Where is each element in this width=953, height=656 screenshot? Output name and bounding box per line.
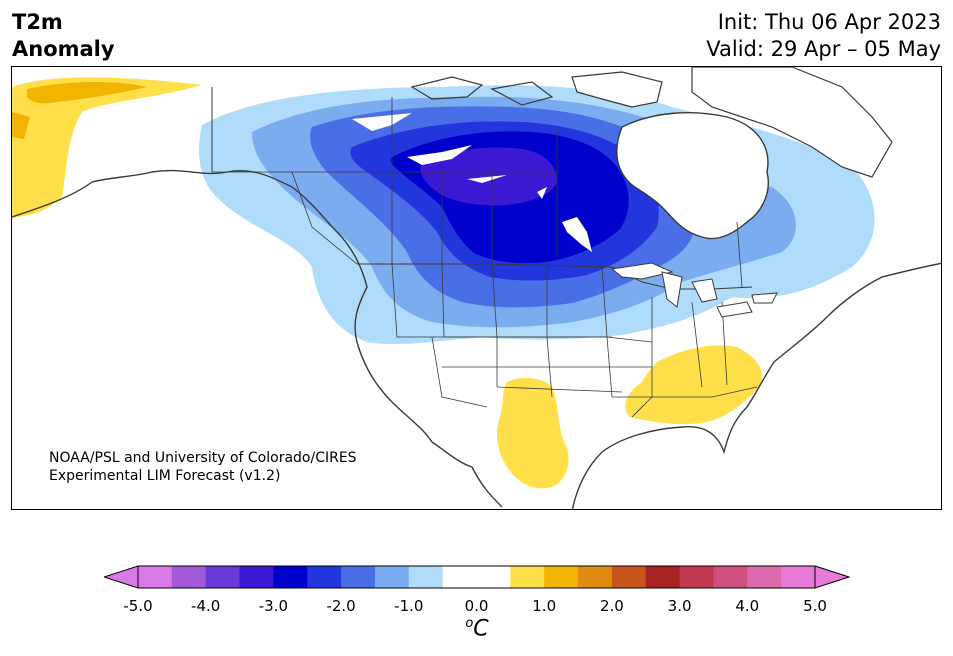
colorbar-tick-label: 3.0 [667, 597, 692, 615]
cold-anomaly-core [420, 147, 557, 206]
colorbar-segment [679, 566, 714, 588]
anomaly-map [12, 67, 941, 509]
colorbar-segment [341, 566, 376, 588]
coastline-gulf [571, 262, 941, 509]
arctic-island [691, 67, 893, 178]
colorbar-extend-max [814, 565, 850, 589]
colorbar-tick-label: -1.0 [394, 597, 424, 615]
colorbar-segment [273, 566, 308, 588]
hudson-bay [616, 111, 769, 240]
colorbar-segment [138, 566, 173, 588]
warm-anomaly-southeast [625, 345, 763, 425]
colorbar-tick-label: -3.0 [258, 597, 289, 615]
colorbar-tick-label: 1.0 [532, 597, 557, 615]
title-anomaly: Anomaly [12, 37, 115, 61]
arctic-island [571, 71, 663, 108]
colorbar-outline [137, 565, 816, 589]
warm-anomaly-alaska-core [27, 82, 147, 104]
colorbar-segment [645, 566, 681, 588]
lake [467, 175, 507, 183]
colorbar-segment [510, 566, 545, 588]
forecast-dates: Init: Thu 06 Apr 2023 Valid: 29 Apr – 05… [706, 9, 941, 63]
colorbar-tick-label: -2.0 [326, 597, 356, 615]
valid-dates: Valid: 29 Apr – 05 May [706, 37, 941, 61]
colorbar-segment [374, 566, 410, 588]
colorbar-tick-label: 5.0 [803, 597, 827, 615]
colorbar-segment [476, 566, 511, 588]
lake [352, 113, 412, 131]
lake [407, 145, 472, 165]
colorbar-tick-label: 2.0 [599, 597, 624, 615]
colorbar-tick-label: 4.0 [735, 597, 760, 615]
colorbar-unit: oC [465, 616, 488, 641]
colorbar-segment [611, 566, 647, 588]
colorbar-segment [205, 566, 241, 588]
canada-province-borders [212, 97, 743, 288]
init-date: Init: Thu 06 Apr 2023 [717, 10, 941, 34]
map-panel: NOAA/PSL and University of Colorado/CIRE… [11, 66, 942, 510]
colorbar-segment [544, 566, 579, 588]
colorbar-segment [442, 566, 477, 588]
colorbar [104, 565, 850, 589]
warm-anomaly-alaska [12, 77, 202, 217]
coastline [12, 169, 503, 508]
title-variable: T2m [12, 10, 63, 34]
credit-line-1: NOAA/PSL and University of Colorado/CIRE… [49, 450, 357, 466]
colorbar-segment [781, 566, 816, 588]
state-borders [391, 263, 758, 418]
great-lakes [610, 262, 778, 318]
warm-anomaly-alaska-west [12, 112, 30, 139]
warm-anomaly-southwest [496, 377, 569, 489]
colorbar-tick-label: -5.0 [123, 597, 153, 615]
arctic-islands-west [410, 76, 554, 106]
map-title: T2m Anomaly [12, 9, 115, 63]
degree-symbol: o [465, 616, 474, 631]
colorbar-segment [747, 566, 782, 588]
credit-line-2: Experimental LIM Forecast (v1.2) [49, 468, 281, 484]
colorbar-extend-min [104, 565, 139, 589]
unit-celsius: C [473, 616, 489, 642]
colorbar-segment [171, 566, 207, 588]
colorbar-segment [713, 566, 748, 588]
lake [562, 217, 592, 252]
credit-text: NOAA/PSL and University of Colorado/CIRE… [49, 449, 357, 485]
colorbar-tick-label: 0.0 [464, 597, 489, 615]
colorbar-tick-label: -4.0 [191, 597, 221, 615]
colorbar-segment [578, 566, 613, 588]
colorbar-segment [307, 566, 342, 588]
colorbar-segment [239, 566, 274, 588]
colorbar-segment [408, 566, 444, 588]
lake [537, 187, 547, 199]
